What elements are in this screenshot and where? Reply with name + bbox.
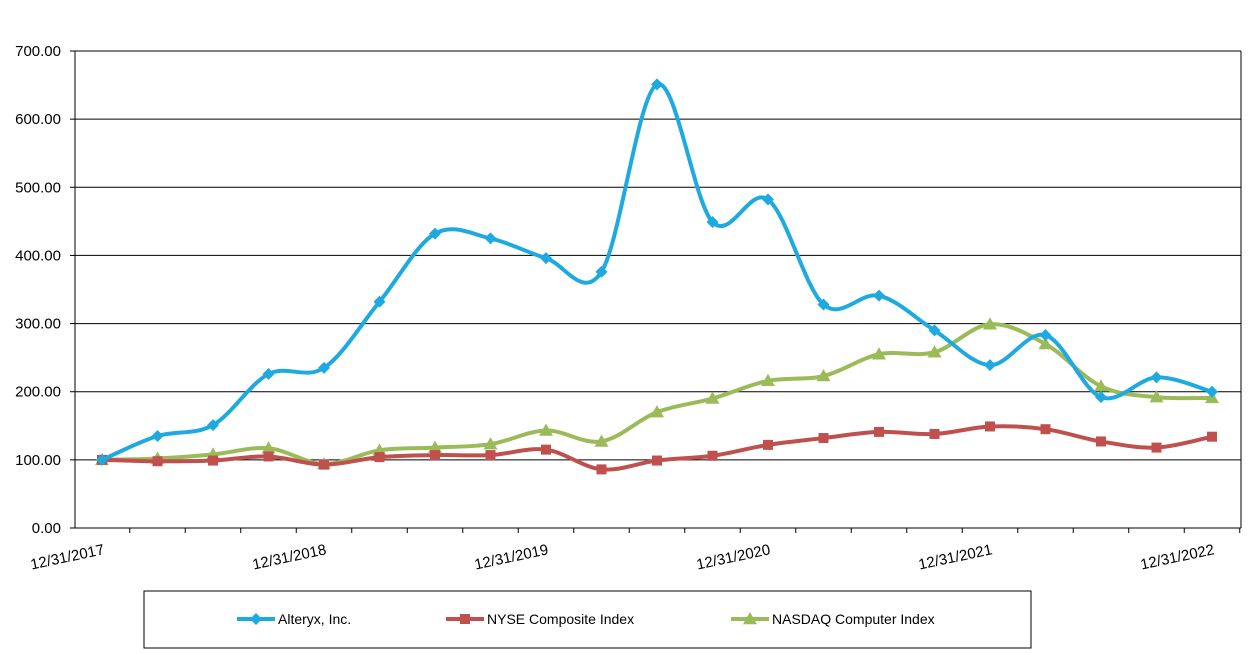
data-point (428, 440, 442, 453)
data-point (1040, 424, 1051, 435)
data-point (650, 405, 664, 418)
x-tick-label: 12/31/2019 (473, 541, 550, 573)
legend-item: Alteryx, Inc. (237, 611, 351, 627)
data-point (595, 265, 608, 278)
x-tick-label: 12/31/2020 (695, 541, 772, 573)
data-point (429, 227, 441, 240)
data-point (762, 193, 774, 206)
data-point (818, 433, 829, 444)
legend-label: Alteryx, Inc. (278, 611, 351, 627)
data-point (430, 450, 440, 461)
legend: Alteryx, Inc. NYSE Composite Index NASDAQ … (143, 590, 1032, 649)
data-point (318, 361, 330, 374)
legend-marker (250, 613, 262, 625)
data-point (761, 373, 775, 387)
y-tick-label: 400.00 (15, 247, 61, 264)
data-point (1207, 431, 1217, 442)
series-nyse-composite-index (97, 421, 1217, 475)
data-point (484, 232, 497, 245)
legend-label: NYSE Composite Index (487, 611, 634, 627)
legend-label: NASDAQ Computer Index (772, 611, 935, 627)
y-tick-label: 600.00 (15, 111, 61, 128)
y-tick-label: 200.00 (15, 384, 61, 401)
data-point (1095, 391, 1107, 404)
data-point (96, 453, 108, 466)
y-tick-label: 500.00 (15, 179, 61, 196)
data-point (263, 451, 274, 462)
y-tick-label: 700.00 (15, 43, 61, 60)
data-point (1094, 379, 1108, 392)
x-tick-label: 12/31/2022 (1139, 541, 1216, 573)
data-point (207, 419, 219, 432)
data-point (261, 441, 276, 454)
data-point (706, 216, 719, 229)
data-point (374, 452, 385, 463)
data-point (652, 455, 662, 466)
data-point (208, 455, 218, 466)
data-point (927, 345, 942, 358)
data-point (483, 437, 498, 450)
data-point (1150, 371, 1163, 384)
data-point (984, 359, 996, 372)
data-point (1038, 337, 1053, 350)
data-point (1206, 385, 1218, 398)
data-point (151, 430, 164, 443)
data-point (707, 450, 718, 461)
data-point (541, 444, 551, 455)
data-point (152, 456, 163, 467)
y-tick-label: 300.00 (15, 316, 61, 333)
legend-item: NASDAQ Computer Index (731, 611, 935, 627)
data-point (651, 78, 663, 91)
data-point (485, 450, 496, 461)
data-point (816, 369, 831, 382)
legend-marker (743, 612, 757, 625)
data-point (929, 428, 940, 439)
data-point (983, 317, 997, 330)
data-point (262, 367, 275, 380)
data-point (817, 298, 830, 311)
data-point (873, 289, 885, 302)
data-point (539, 423, 553, 436)
legend-marker (460, 614, 470, 624)
data-point (763, 439, 773, 450)
data-point (928, 324, 941, 337)
legend-item: NYSE Composite Index (446, 611, 634, 627)
data-point (373, 295, 386, 308)
legend-box (143, 590, 1032, 649)
data-point (1149, 390, 1164, 403)
grid (75, 50, 1241, 461)
x-tick-label: 12/31/2017 (29, 541, 106, 573)
data-point (596, 464, 607, 475)
data-point (594, 434, 609, 447)
series-layer (95, 78, 1219, 475)
axes: 0.00 100.00 200.00 300.00 400.00 500.00 600.00… (15, 43, 1242, 574)
data-point (872, 347, 886, 360)
data-point (985, 421, 995, 432)
data-point (1096, 436, 1106, 447)
data-point (874, 426, 884, 437)
data-point (705, 391, 720, 404)
y-tick-label: 100.00 (15, 452, 61, 469)
data-point (319, 459, 329, 470)
series-alteryx-inc- (96, 78, 1218, 466)
series-nasdaq-computer-index (95, 317, 1219, 470)
x-tick-label: 12/31/2021 (917, 541, 994, 573)
series-line (100, 82, 1214, 462)
data-point (1151, 442, 1162, 453)
x-tick-label: 12/31/2018 (251, 541, 328, 573)
y-tick-label: 0.00 (32, 520, 61, 537)
data-point (1039, 329, 1052, 342)
data-point (540, 252, 552, 265)
